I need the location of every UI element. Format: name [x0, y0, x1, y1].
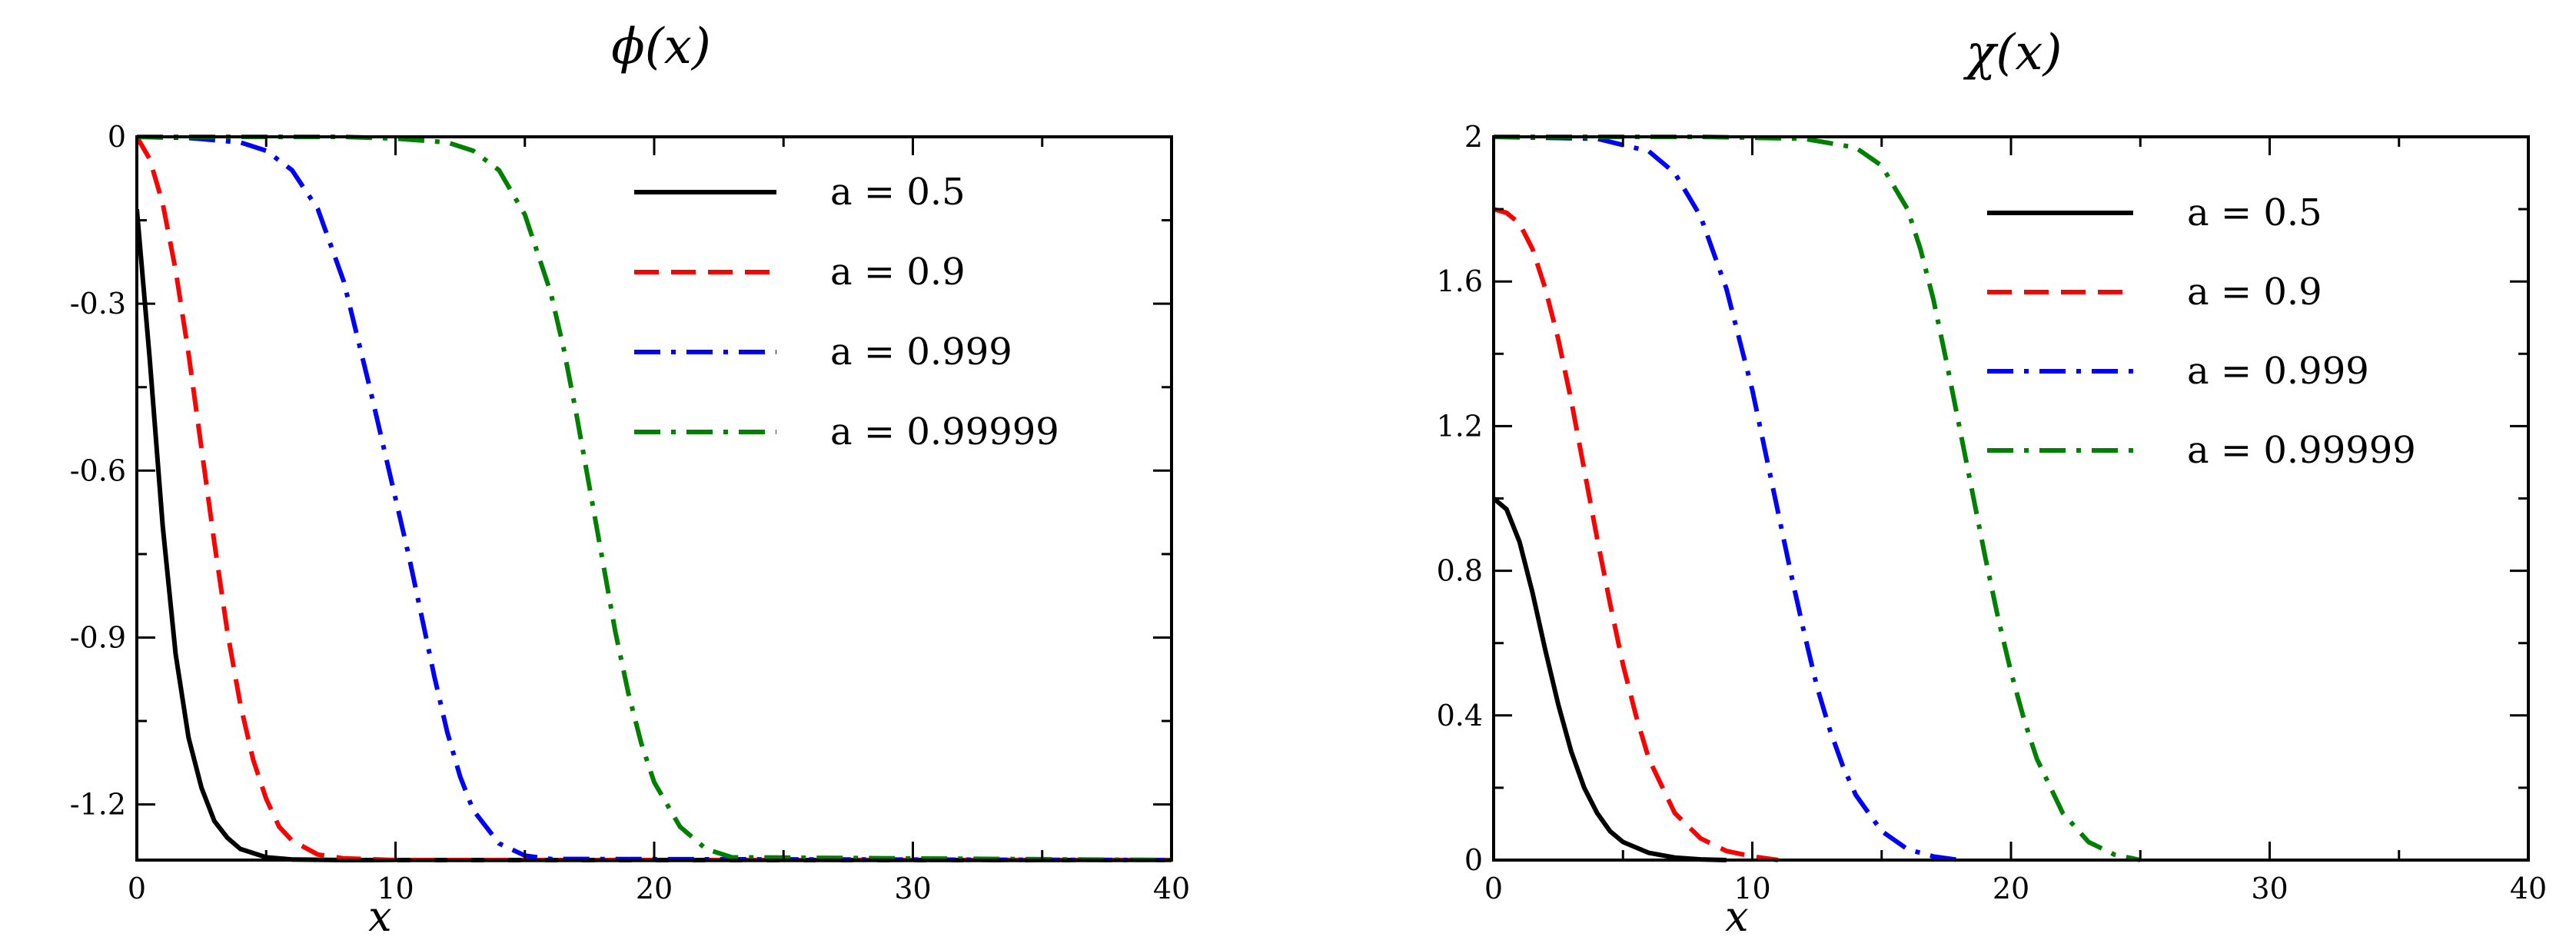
legend-label-4: a = 0.99999 [2187, 429, 2416, 472]
legend-label-1: a = 0.5 [830, 171, 966, 214]
series-line-4 [137, 135, 1172, 862]
series-line-3 [137, 135, 1172, 862]
x-tick-label: 30 [2251, 872, 2288, 905]
y-tick-label: 0.8 [1437, 554, 1483, 588]
legend-label-3: a = 0.999 [830, 331, 1012, 374]
legend-label-2: a = 0.9 [2187, 271, 2322, 314]
chart-title: χ(x) [1963, 25, 2062, 81]
series-line-2 [1494, 207, 1779, 862]
series-line-2 [137, 135, 1172, 862]
legend: a = 0.5 a = 0.9 a = 0.999 a = 0.99999 [634, 171, 1059, 453]
y-tick-label: 2 [1464, 120, 1483, 154]
y-tick-label: 0.4 [1437, 699, 1483, 732]
y-tick-label: -0.3 [70, 287, 126, 321]
series-line-4 [1494, 135, 2141, 862]
chart-title: ϕ(x) [611, 18, 711, 75]
x-axis-label: x [368, 892, 391, 941]
y-tick-label: -0.9 [70, 620, 126, 654]
x-tick-label: 40 [1153, 872, 1190, 905]
series-line-1 [137, 208, 1172, 862]
plot-frame [135, 135, 1173, 862]
x-axis-label: x [1725, 892, 1748, 941]
x-tick-label: 10 [1733, 872, 1770, 905]
legend-label-1: a = 0.5 [2187, 191, 2322, 234]
series-line-1 [1494, 497, 1727, 862]
x-tick-label: 0 [128, 872, 146, 905]
x-tick-label: 20 [1993, 872, 2029, 905]
y-tick-label: 0 [108, 120, 126, 154]
y-tick-label: 0 [1464, 843, 1483, 877]
legend-label-3: a = 0.999 [2187, 350, 2369, 393]
y-tick-label: 1.6 [1437, 264, 1483, 298]
x-tick-label: 10 [377, 872, 414, 905]
x-tick-label: 20 [636, 872, 673, 905]
series-line-3 [1494, 135, 1960, 862]
y-tick-label: -0.6 [70, 453, 126, 487]
legend: a = 0.5 a = 0.9 a = 0.999 a = 0.99999 [1987, 191, 2416, 472]
legend-label-2: a = 0.9 [830, 251, 966, 294]
y-tick-label: 1.2 [1437, 409, 1483, 443]
x-tick-label: 30 [894, 872, 931, 905]
legend-label-4: a = 0.99999 [830, 410, 1059, 453]
x-tick-label: 0 [1484, 872, 1503, 905]
y-tick-label: -1.2 [70, 788, 126, 822]
x-tick-label: 40 [2510, 872, 2547, 905]
